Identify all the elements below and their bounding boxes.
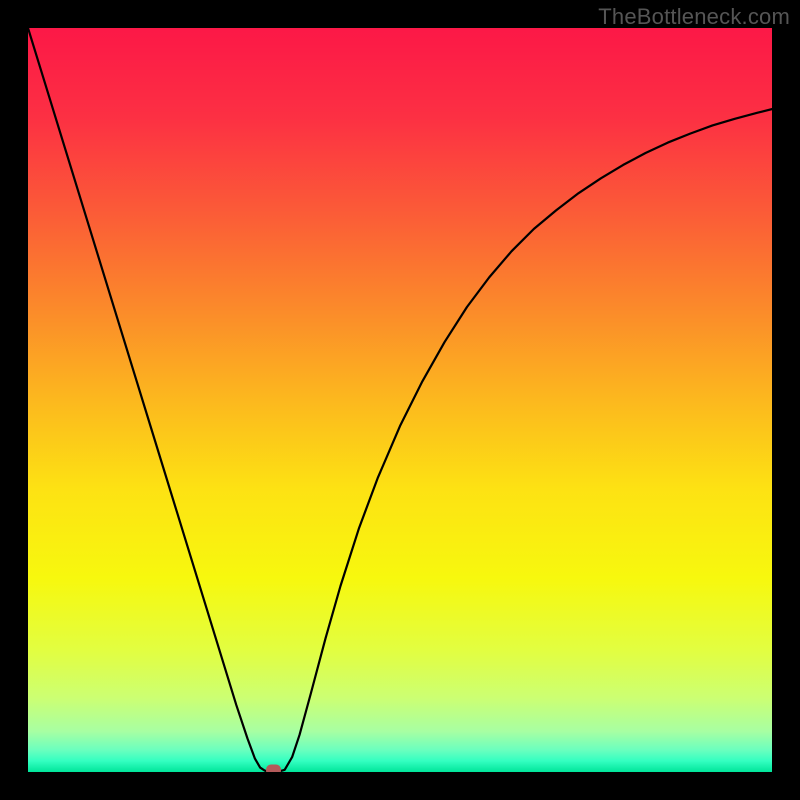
chart-frame: TheBottleneck.com (0, 0, 800, 800)
watermark-text: TheBottleneck.com (598, 4, 790, 30)
gradient-background (28, 28, 772, 772)
plot-area (28, 28, 772, 772)
plot-svg (28, 28, 772, 772)
optimum-marker (266, 765, 281, 773)
